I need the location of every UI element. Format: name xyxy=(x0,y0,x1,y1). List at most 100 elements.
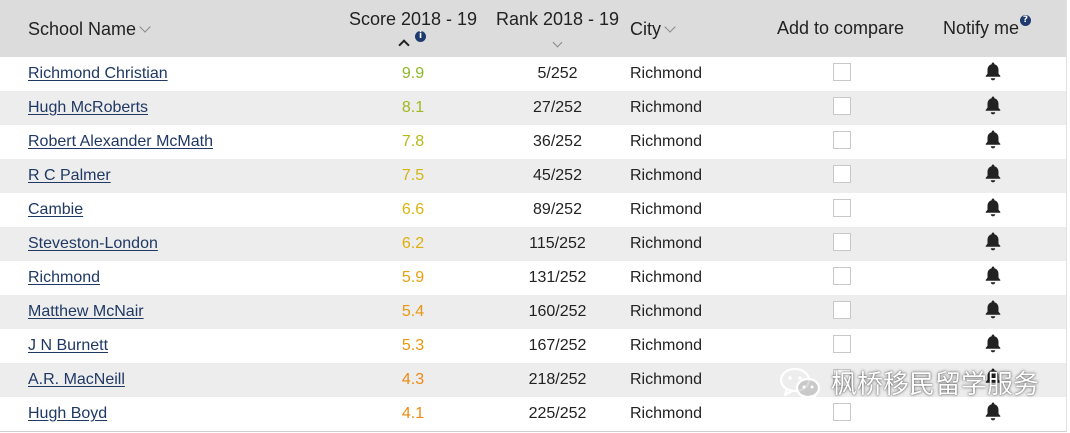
city-value: Richmond xyxy=(630,65,703,82)
bell-icon[interactable] xyxy=(984,367,1002,387)
table-row: J N Burnett 5.3 167/252 Richmond xyxy=(0,329,1066,363)
compare-header: Add to compare xyxy=(777,18,904,38)
score-value: 8.1 xyxy=(401,99,425,116)
rank-value: 45/252 xyxy=(533,167,582,184)
city-value: Richmond xyxy=(630,405,703,422)
city-header-label: City xyxy=(630,19,661,39)
bell-icon[interactable] xyxy=(984,299,1002,319)
bell-icon[interactable] xyxy=(984,265,1002,285)
watermark-text: 枫桥移民留学服务 xyxy=(831,370,1040,400)
city-value: Richmond xyxy=(630,99,703,116)
bell-icon[interactable] xyxy=(984,163,1002,183)
watermark: 枫桥移民留学服务 xyxy=(779,367,1040,404)
compare-checkbox[interactable] xyxy=(833,199,851,217)
table-row: Richmond Christian 9.9 5/252 Richmond xyxy=(0,57,1066,91)
school-name-header-label: School Name xyxy=(28,19,137,39)
table-row: Richmond 5.9 131/252 Richmond xyxy=(0,261,1066,295)
compare-checkbox[interactable] xyxy=(833,131,851,149)
notify-header: Notify me? xyxy=(943,15,1032,38)
compare-checkbox[interactable] xyxy=(833,369,851,387)
table-row: Hugh Boyd 4.1 225/252 Richmond xyxy=(0,397,1066,431)
school-link[interactable]: Robert Alexander McMath xyxy=(28,133,213,150)
compare-checkbox[interactable] xyxy=(833,267,851,285)
compare-checkbox[interactable] xyxy=(833,403,851,421)
table-row: Matthew McNair 5.4 160/252 Richmond xyxy=(0,295,1066,329)
rank-value: 218/252 xyxy=(528,371,587,388)
rank-value: 225/252 xyxy=(528,405,587,422)
rank-header-label: Rank 2018 - 19 xyxy=(495,9,620,29)
score-header-label: Score 2018 - 19 xyxy=(348,9,478,29)
score-value: 4.1 xyxy=(401,405,425,422)
chevron-down-icon xyxy=(552,37,563,48)
score-value: 5.4 xyxy=(401,303,425,320)
sort-school-name[interactable]: School Name xyxy=(28,19,151,39)
score-value: 6.2 xyxy=(401,235,425,252)
school-link[interactable]: A.R. MacNeill xyxy=(28,371,125,388)
compare-checkbox[interactable] xyxy=(833,165,851,183)
sort-score[interactable]: Score 2018 - 19 i xyxy=(347,9,479,51)
school-link[interactable]: R C Palmer xyxy=(28,167,111,184)
score-sort-indicator: i xyxy=(347,31,479,51)
rank-value: 167/252 xyxy=(528,337,587,354)
score-value: 4.3 xyxy=(401,371,425,388)
rank-value: 27/252 xyxy=(533,99,582,116)
wechat-icon xyxy=(779,367,821,400)
score-value: 5.9 xyxy=(401,269,425,286)
bell-icon[interactable] xyxy=(984,61,1002,81)
bell-icon[interactable] xyxy=(984,95,1002,115)
notify-header-label: Notify me xyxy=(943,18,1020,38)
rank-value: 131/252 xyxy=(528,269,587,286)
compare-checkbox[interactable] xyxy=(833,97,851,115)
sort-city[interactable]: City xyxy=(630,19,676,39)
school-link[interactable]: Richmond xyxy=(28,269,101,286)
school-link[interactable]: Hugh Boyd xyxy=(28,405,108,422)
table-row: Robert Alexander McMath 7.8 36/252 Richmond xyxy=(0,125,1066,159)
help-icon[interactable]: ? xyxy=(1020,15,1032,26)
rank-value: 36/252 xyxy=(533,133,582,150)
score-value: 5.3 xyxy=(401,337,425,354)
city-value: Richmond xyxy=(630,371,703,388)
city-value: Richmond xyxy=(630,303,703,320)
chevron-up-icon xyxy=(398,39,410,51)
school-link[interactable]: Richmond Christian xyxy=(28,65,168,82)
table-row: Cambie 6.6 89/252 Richmond xyxy=(0,193,1066,227)
table-row: A.R. MacNeill 4.3 218/252 Richmond xyxy=(0,363,1066,397)
table-body: Richmond Christian 9.9 5/252 Richmond Hugh … xyxy=(0,57,1066,431)
score-value: 7.8 xyxy=(401,133,425,150)
compare-checkbox[interactable] xyxy=(833,63,851,81)
score-value: 9.9 xyxy=(401,65,425,82)
school-link[interactable]: Cambie xyxy=(28,201,84,218)
bell-icon[interactable] xyxy=(984,401,1002,421)
chevron-down-icon xyxy=(664,21,676,33)
school-link[interactable]: Matthew McNair xyxy=(28,303,144,320)
bell-icon[interactable] xyxy=(984,129,1002,149)
compare-checkbox[interactable] xyxy=(833,301,851,319)
bell-icon[interactable] xyxy=(984,231,1002,251)
rank-value: 5/252 xyxy=(537,65,578,82)
info-icon[interactable]: i xyxy=(415,31,426,42)
rank-value: 89/252 xyxy=(533,201,582,218)
bell-icon[interactable] xyxy=(984,197,1002,217)
city-value: Richmond xyxy=(630,235,703,252)
school-link[interactable]: Hugh McRoberts xyxy=(28,99,149,116)
table-row: Hugh McRoberts 8.1 27/252 Richmond xyxy=(0,91,1066,125)
school-link[interactable]: Steveston-London xyxy=(28,235,158,252)
compare-header-label: Add to compare xyxy=(777,18,905,38)
city-value: Richmond xyxy=(630,337,703,354)
compare-checkbox[interactable] xyxy=(833,335,851,353)
school-link[interactable]: J N Burnett xyxy=(28,337,109,354)
compare-checkbox[interactable] xyxy=(833,233,851,251)
chevron-down-icon xyxy=(139,21,151,33)
table-header: School Name Score 2018 - 19 i Rank 2018 … xyxy=(0,0,1066,57)
rank-sort-indicator xyxy=(494,31,621,48)
sort-rank[interactable]: Rank 2018 - 19 xyxy=(494,9,621,48)
bell-icon[interactable] xyxy=(984,333,1002,353)
city-value: Richmond xyxy=(630,269,703,286)
city-value: Richmond xyxy=(630,167,703,184)
city-value: Richmond xyxy=(630,133,703,150)
city-value: Richmond xyxy=(630,201,703,218)
rank-value: 160/252 xyxy=(528,303,587,320)
score-value: 7.5 xyxy=(401,167,425,184)
table-row: R C Palmer 7.5 45/252 Richmond xyxy=(0,159,1066,193)
